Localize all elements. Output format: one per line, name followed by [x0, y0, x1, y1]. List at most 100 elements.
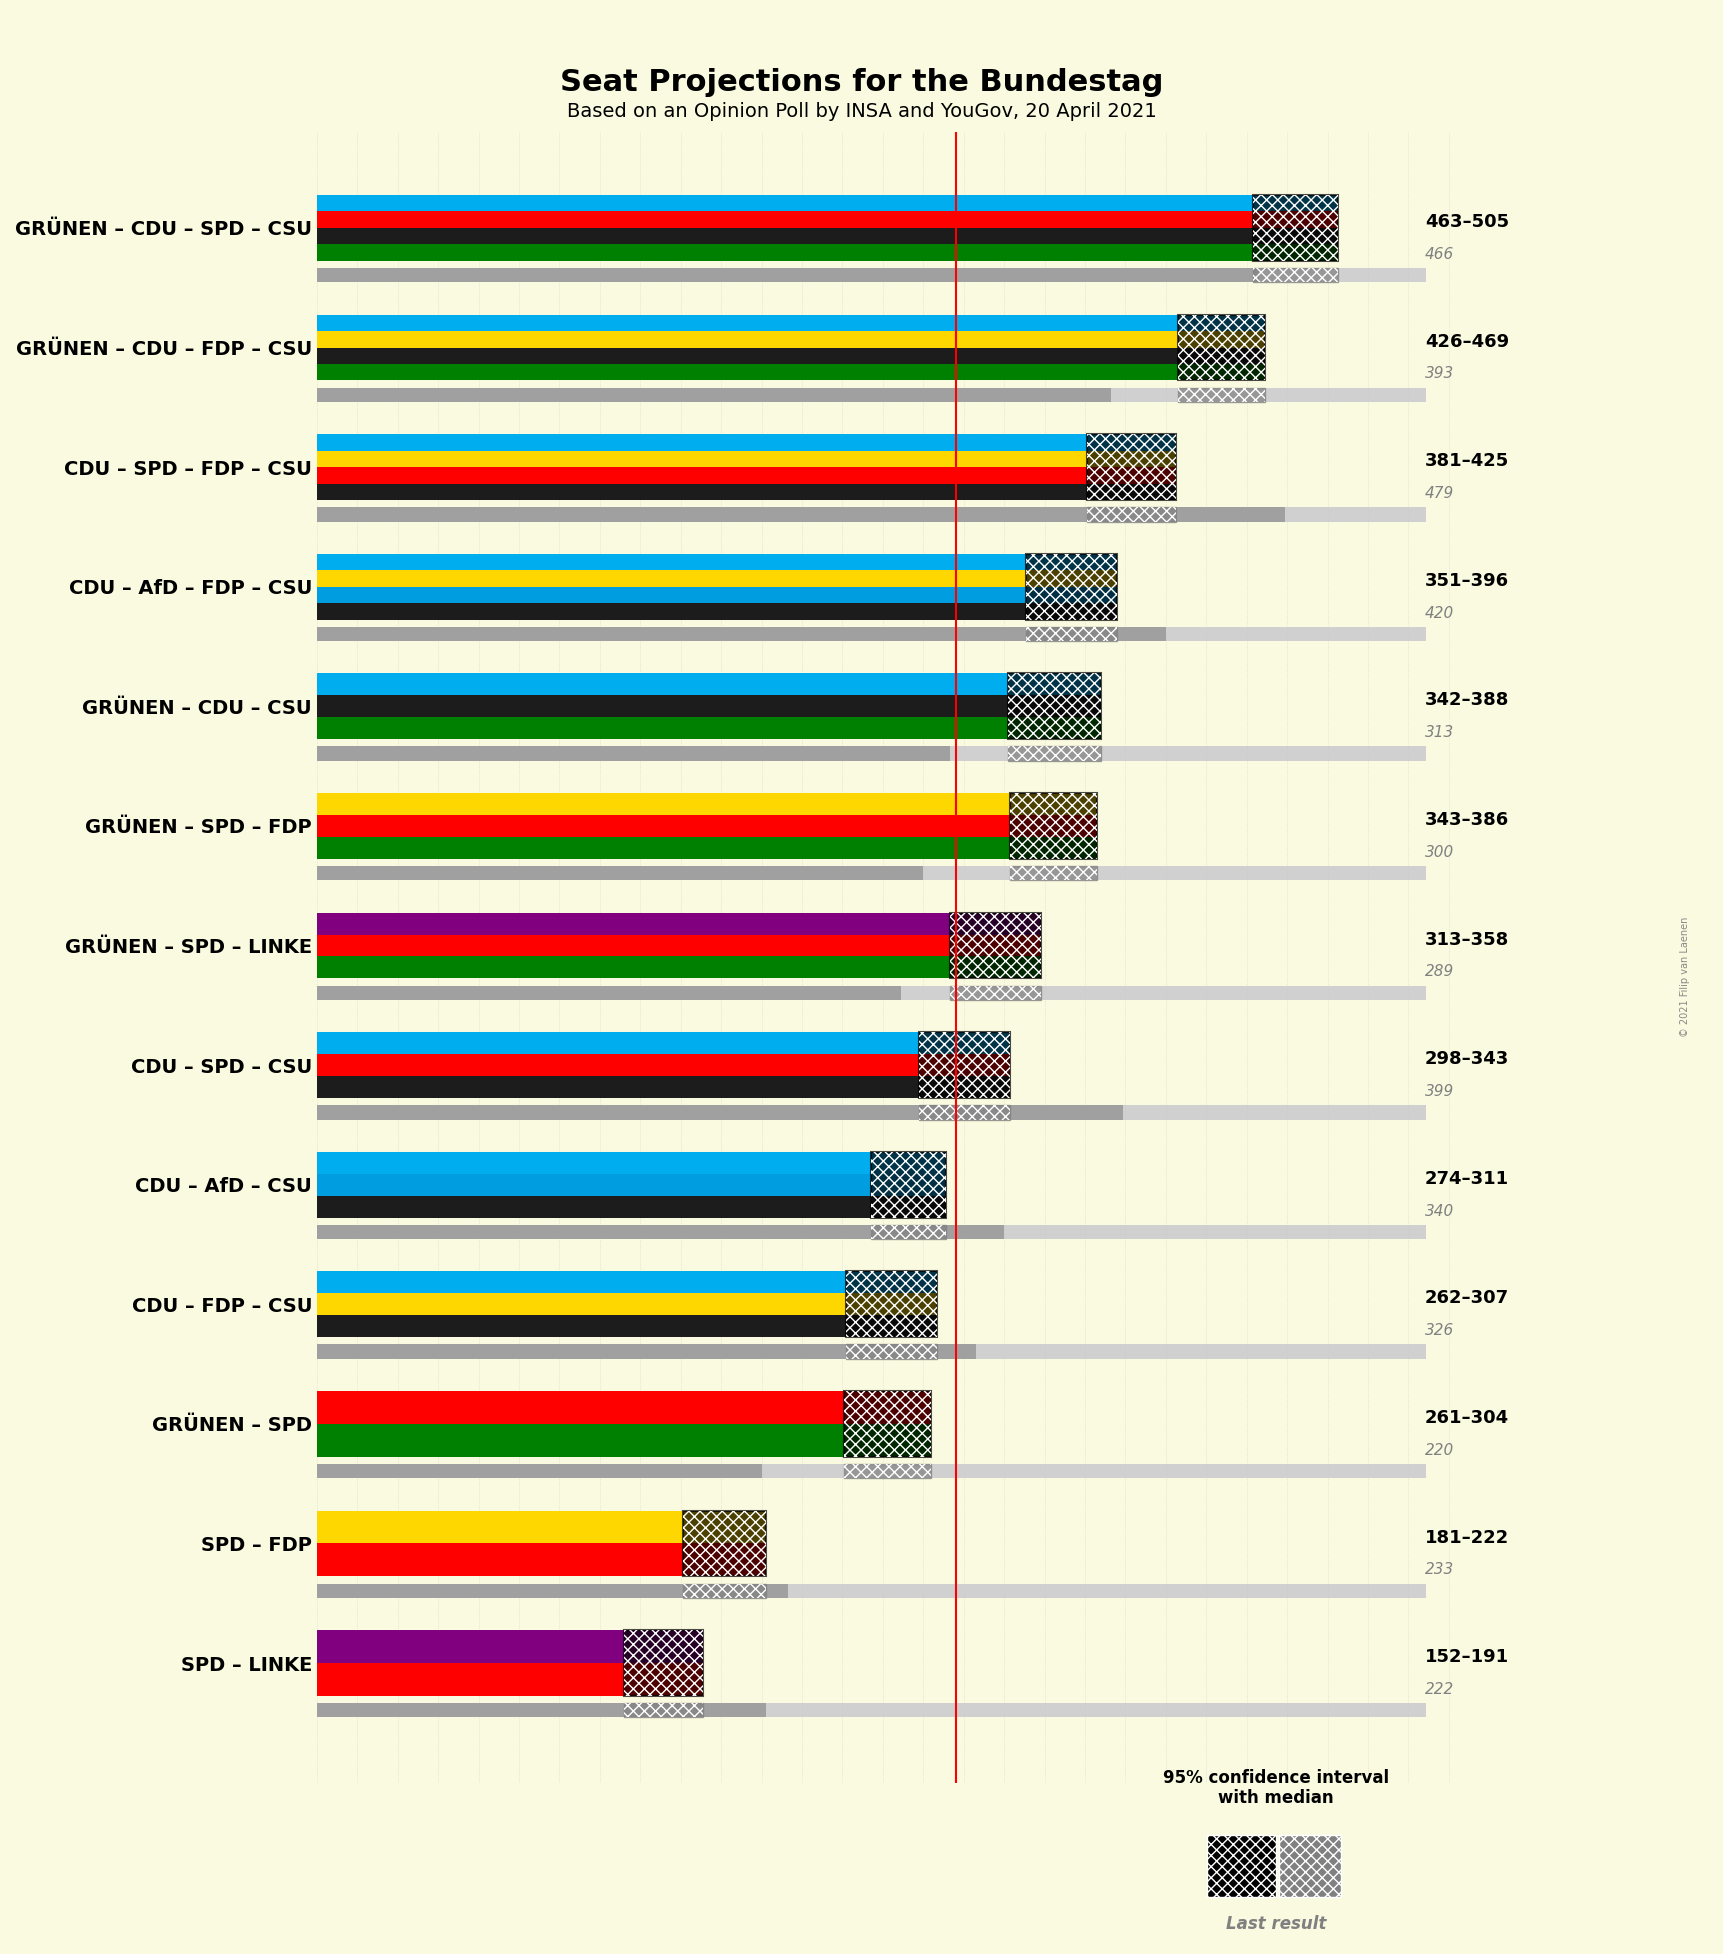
Bar: [317, 1106, 1123, 1120]
Bar: [317, 627, 1425, 641]
Bar: [317, 451, 1175, 467]
Bar: [949, 985, 1041, 1000]
Bar: [1087, 434, 1175, 500]
Text: 340: 340: [1425, 1204, 1454, 1219]
Bar: [846, 1344, 937, 1358]
Text: 393: 393: [1425, 365, 1454, 381]
Bar: [846, 1272, 937, 1337]
Bar: [918, 1106, 1010, 1120]
Text: © 2021 Filip van Laenen: © 2021 Filip van Laenen: [1678, 916, 1689, 1038]
Bar: [317, 483, 1175, 500]
Bar: [1177, 387, 1265, 403]
Bar: [1253, 195, 1337, 260]
Bar: [1025, 553, 1117, 619]
Bar: [1087, 508, 1175, 522]
Bar: [317, 1464, 762, 1479]
Bar: [317, 1106, 1425, 1120]
Bar: [317, 1391, 930, 1424]
Bar: [317, 387, 1425, 403]
Bar: [682, 1583, 765, 1598]
Text: 262–307: 262–307: [1425, 1290, 1508, 1307]
Bar: [844, 1464, 930, 1479]
Bar: [682, 1510, 765, 1577]
Bar: [1025, 627, 1117, 641]
Bar: [317, 1174, 944, 1196]
Bar: [1008, 746, 1101, 760]
Text: 220: 220: [1425, 1442, 1454, 1458]
Bar: [317, 1464, 1425, 1479]
Bar: [317, 1583, 1425, 1598]
Bar: [1010, 866, 1096, 881]
Bar: [317, 467, 1175, 483]
Bar: [317, 956, 1041, 979]
Bar: [317, 387, 1111, 403]
Bar: [317, 674, 1101, 696]
Bar: [1253, 268, 1337, 281]
Bar: [624, 1630, 703, 1696]
Bar: [317, 229, 1337, 244]
Bar: [317, 1630, 703, 1663]
Bar: [1010, 793, 1096, 860]
Bar: [317, 348, 1265, 363]
Bar: [317, 627, 1165, 641]
Bar: [317, 1053, 1010, 1077]
Bar: [1008, 674, 1101, 739]
Bar: [317, 211, 1337, 229]
Text: 222: 222: [1425, 1682, 1454, 1696]
Bar: [317, 1663, 703, 1696]
Bar: [918, 1106, 1010, 1120]
Bar: [1177, 315, 1265, 381]
Bar: [624, 1704, 703, 1718]
Bar: [870, 1225, 944, 1239]
Bar: [317, 315, 1265, 330]
Bar: [870, 1151, 944, 1217]
Bar: [1206, 1835, 1275, 1897]
Bar: [317, 1510, 765, 1544]
Bar: [1010, 866, 1096, 881]
Bar: [317, 1704, 765, 1718]
Bar: [846, 1344, 937, 1358]
Text: 298–343: 298–343: [1425, 1049, 1508, 1069]
Text: 343–386: 343–386: [1425, 811, 1508, 828]
Bar: [1253, 195, 1337, 260]
Bar: [1087, 434, 1175, 500]
Text: 479: 479: [1425, 487, 1454, 500]
Text: 326: 326: [1425, 1323, 1454, 1338]
Bar: [317, 866, 1425, 881]
Bar: [1025, 553, 1117, 619]
Bar: [949, 913, 1041, 979]
Bar: [1025, 627, 1117, 641]
Text: 289: 289: [1425, 965, 1454, 979]
Bar: [1278, 1835, 1340, 1897]
Bar: [1177, 387, 1265, 403]
Bar: [870, 1225, 944, 1239]
Bar: [1008, 674, 1101, 739]
Bar: [317, 913, 1041, 934]
Bar: [317, 604, 1117, 619]
Bar: [317, 866, 924, 881]
Text: 313–358: 313–358: [1425, 930, 1508, 948]
Bar: [317, 268, 1425, 281]
Bar: [317, 717, 1101, 739]
Bar: [1177, 315, 1265, 381]
Text: 420: 420: [1425, 606, 1454, 621]
Bar: [1010, 793, 1096, 860]
Bar: [949, 985, 1041, 1000]
Bar: [317, 1424, 930, 1458]
Bar: [317, 508, 1425, 522]
Bar: [317, 836, 1096, 860]
Text: Based on an Opinion Poll by INSA and YouGov, 20 April 2021: Based on an Opinion Poll by INSA and You…: [567, 102, 1156, 121]
Bar: [317, 985, 901, 1000]
Bar: [846, 1272, 937, 1337]
Bar: [317, 746, 949, 760]
Bar: [317, 1151, 944, 1174]
Bar: [317, 934, 1041, 956]
Bar: [844, 1391, 930, 1458]
Text: 351–396: 351–396: [1425, 573, 1508, 590]
Bar: [317, 1704, 1425, 1718]
Bar: [682, 1510, 765, 1577]
Text: 463–505: 463–505: [1425, 213, 1508, 231]
Bar: [317, 1225, 1003, 1239]
Bar: [317, 1315, 937, 1337]
Bar: [317, 1344, 1425, 1358]
